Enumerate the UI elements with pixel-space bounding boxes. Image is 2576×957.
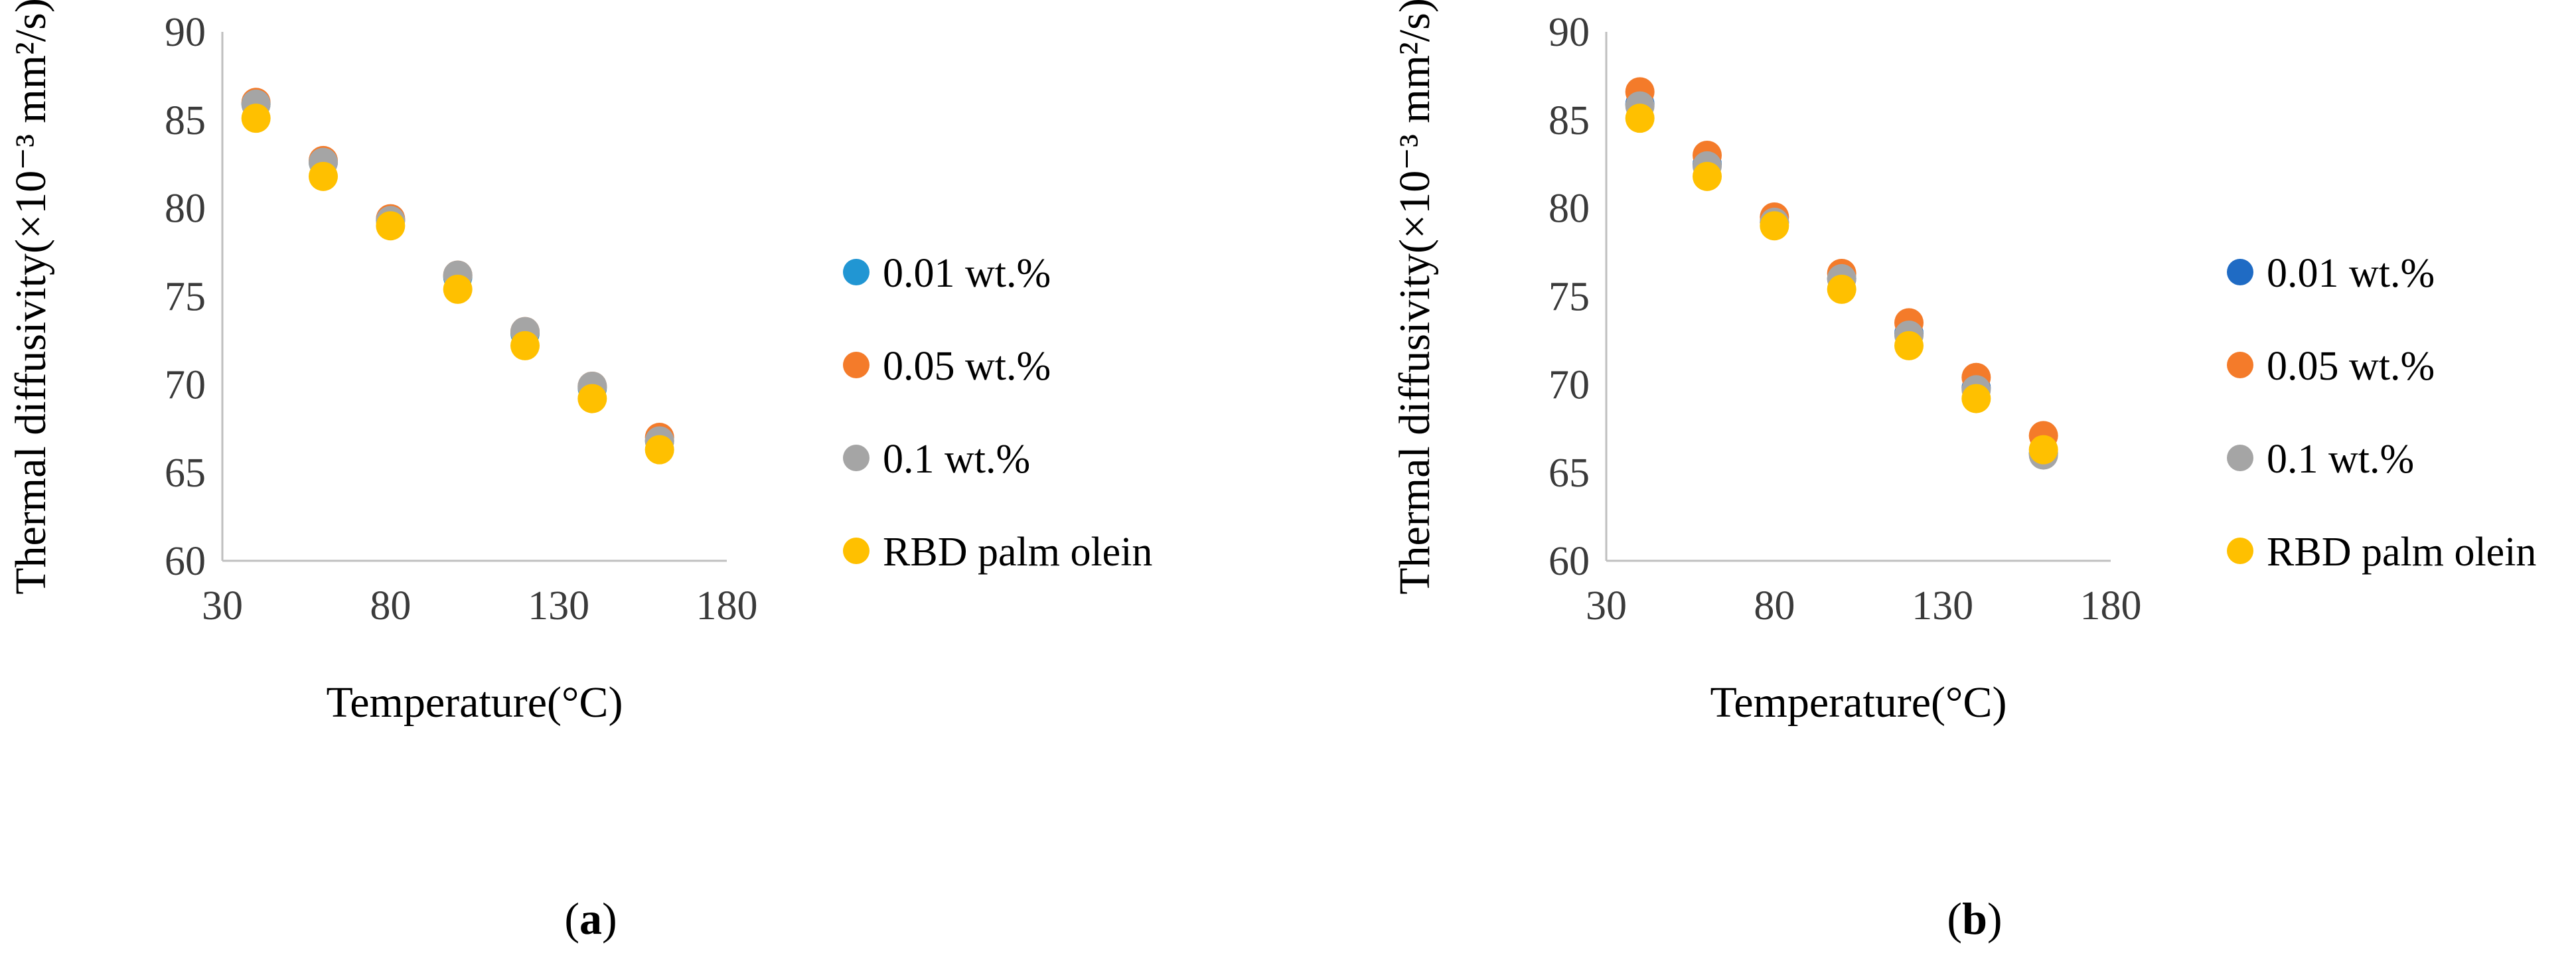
legend-marker — [843, 445, 870, 471]
y-tick-label: 65 — [165, 451, 206, 496]
legend-marker — [843, 352, 870, 378]
caption-a: (a) — [564, 893, 617, 944]
y-tick-label: 75 — [165, 275, 206, 320]
legend-marker — [843, 259, 870, 285]
y-axis-title: Thermal diffusivity(×10⁻³ mm²/s) — [7, 0, 55, 595]
y-tick-label: 90 — [165, 10, 206, 55]
legend-marker — [2227, 445, 2253, 471]
data-point-rbd-palm-olein — [376, 211, 406, 241]
y-tick-label: 80 — [165, 186, 206, 232]
y-tick-label: 70 — [1549, 362, 1590, 407]
x-tick-label: 30 — [1586, 583, 1627, 628]
data-point-rbd-palm-olein — [510, 331, 540, 360]
chart-panel-b: 60 65 70 75 80 85 90 30 80 130 180 Temperature(°C) T… — [1384, 0, 2576, 957]
data-point-rbd-palm-olein — [1693, 161, 1722, 191]
x-tick-label: 80 — [1754, 583, 1795, 628]
legend-label: RBD palm olein — [2267, 530, 2536, 575]
data-point-rbd-palm-olein — [241, 104, 271, 133]
y-tick-label: 85 — [1549, 98, 1590, 143]
data-point-rbd-palm-olein — [1760, 211, 1789, 241]
data-point-rbd-palm-olein — [443, 274, 473, 304]
data-point-rbd-palm-olein — [309, 161, 338, 191]
legend-marker — [2227, 352, 2253, 378]
y-tick-label: 75 — [1549, 275, 1590, 320]
legend-marker — [2227, 259, 2253, 285]
data-point-rbd-palm-olein — [1894, 331, 1924, 360]
chart-a-svg: 60 65 70 75 80 85 90 30 80 130 180 Temperature(°C) T… — [7, 0, 1152, 727]
legend-label: RBD palm olein — [883, 530, 1152, 575]
caption-a-letter: a — [579, 893, 602, 944]
y-tick-label: 60 — [165, 539, 206, 584]
x-tick-label: 180 — [2080, 583, 2142, 628]
data-point-rbd-palm-olein — [577, 384, 607, 413]
data-point-rbd-palm-olein — [1625, 104, 1655, 133]
legend-label: 0.1 wt.% — [2267, 437, 2414, 482]
y-tick-label: 80 — [1549, 186, 1590, 232]
data-point-rbd-palm-olein — [1961, 384, 1991, 413]
legend-label: 0.1 wt.% — [883, 437, 1030, 482]
legend-label: 0.01 wt.% — [883, 251, 1051, 296]
x-tick-label: 130 — [528, 583, 589, 628]
caption-b-letter: b — [1962, 893, 1987, 944]
data-point-rbd-palm-olein — [644, 435, 674, 465]
y-tick-label: 65 — [1549, 451, 1590, 496]
data-point-rbd-palm-olein — [2028, 435, 2058, 465]
legend-marker — [843, 538, 870, 564]
data-point-rbd-palm-olein — [1827, 274, 1856, 304]
legend-label: 0.01 wt.% — [2267, 251, 2435, 296]
x-tick-label: 180 — [696, 583, 758, 628]
chart-panel-a: 60 65 70 75 80 85 90 30 80 130 180 Temperature(°C) T… — [7, 0, 1152, 944]
x-axis-title: Temperature(°C) — [327, 678, 623, 727]
y-tick-label: 90 — [1549, 10, 1590, 55]
y-tick-label: 85 — [165, 98, 206, 143]
chart-b-svg: 60 65 70 75 80 85 90 30 80 130 180 Temperature(°C) T… — [1391, 0, 2536, 727]
y-tick-label: 70 — [165, 362, 206, 407]
x-tick-label: 80 — [370, 583, 411, 628]
y-axis-title: Thermal diffusivity(×10⁻³ mm²/s) — [1391, 0, 1439, 595]
y-tick-label: 60 — [1549, 539, 1590, 584]
x-tick-label: 130 — [1912, 583, 1973, 628]
x-axis-title: Temperature(°C) — [1710, 678, 2007, 727]
legend-label: 0.05 wt.% — [883, 344, 1051, 389]
legend-label: 0.05 wt.% — [2267, 344, 2435, 389]
legend-marker — [2227, 538, 2253, 564]
x-tick-label: 30 — [202, 583, 243, 628]
caption-b: (b) — [1947, 893, 2003, 944]
